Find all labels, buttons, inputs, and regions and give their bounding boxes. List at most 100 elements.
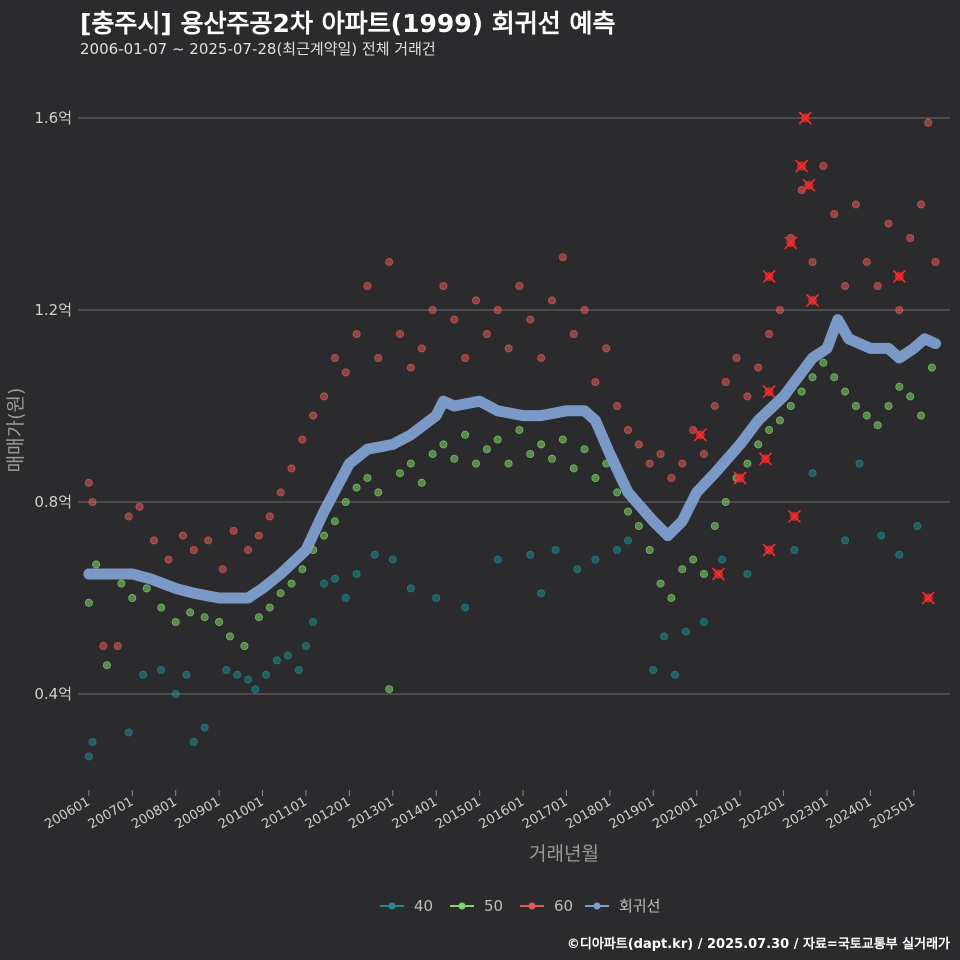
data-point [862,411,871,420]
x-tick-label: 202101 [694,794,744,832]
data-point [851,401,860,410]
data-point [283,651,292,660]
data-point [139,670,148,679]
data-point [374,353,383,362]
data-point [493,305,502,314]
data-point [374,488,383,497]
x-tick-label: 202201 [737,794,787,832]
highlight-x-mark [784,236,798,250]
data-point [450,454,459,463]
data-point [200,613,209,622]
data-point [678,459,687,468]
data-point [710,522,719,531]
data-point [765,329,774,338]
y-axis-title: 매매가(원) [5,388,27,473]
data-point [634,522,643,531]
data-point [330,353,339,362]
data-point [244,546,253,555]
data-point [558,435,567,444]
data-point [320,579,329,588]
data-point [273,656,282,665]
data-point [718,555,727,564]
legend-marker [388,902,396,910]
data-point [797,387,806,396]
data-point [537,589,546,598]
data-point [142,584,151,593]
data-point [88,738,97,747]
data-point [917,200,926,209]
data-point [924,118,933,127]
data-point [149,536,158,545]
data-point [432,594,441,603]
series-60 [84,118,940,651]
data-point [171,690,180,699]
x-tick-label: 202301 [780,794,830,832]
data-point [171,618,180,627]
data-point [671,670,680,679]
data-point [215,618,224,627]
data-point [88,497,97,506]
regression-line [83,314,941,604]
data-point [225,632,234,641]
data-point [927,363,936,372]
data-point [472,296,481,305]
x-tick-label: 201801 [563,794,613,832]
data-point [906,233,915,242]
x-tick-label: 201601 [477,794,527,832]
data-point [526,449,535,458]
data-point [623,507,632,516]
data-point [765,425,774,434]
legend-label-1: 50 [484,897,503,915]
data-point [754,363,763,372]
data-point [721,497,730,506]
data-point [721,377,730,386]
x-tick-label: 201401 [390,794,440,832]
data-point [84,598,93,607]
legend-marker [528,902,536,910]
data-point [265,512,274,521]
highlight-x-mark [921,591,935,605]
x-tick-label: 202001 [650,794,700,832]
x-tick-label: 201301 [346,794,396,832]
data-point [309,618,318,627]
data-point [689,425,698,434]
data-point [330,517,339,526]
data-point [634,440,643,449]
data-point [580,305,589,314]
data-point [254,531,263,540]
highlight-x-mark [802,178,816,192]
data-point [743,459,752,468]
data-point [623,425,632,434]
data-point [330,574,339,583]
highlight-x-mark [892,269,906,283]
data-point [895,550,904,559]
highlight-x-mark [711,567,725,581]
data-point [884,219,893,228]
data-point [396,329,405,338]
data-point [186,608,195,617]
data-point [472,459,481,468]
data-point [417,344,426,353]
data-point [808,257,817,266]
data-point [808,469,817,478]
data-point [591,555,600,564]
x-tick-label: 200901 [173,794,223,832]
data-point [841,387,850,396]
x-tick-label: 200601 [42,794,92,832]
legend-label-0: 40 [414,897,433,915]
x-tick-label: 201901 [607,794,657,832]
data-point [301,642,310,651]
data-point [862,257,871,266]
data-point [819,358,828,367]
data-point [667,473,676,482]
data-point [461,353,470,362]
data-point [526,550,535,559]
data-point [439,281,448,290]
data-point [482,445,491,454]
y-tick-label: 0.8억 [34,493,72,511]
data-point [493,555,502,564]
data-point [515,425,524,434]
data-point [623,536,632,545]
data-point [287,579,296,588]
